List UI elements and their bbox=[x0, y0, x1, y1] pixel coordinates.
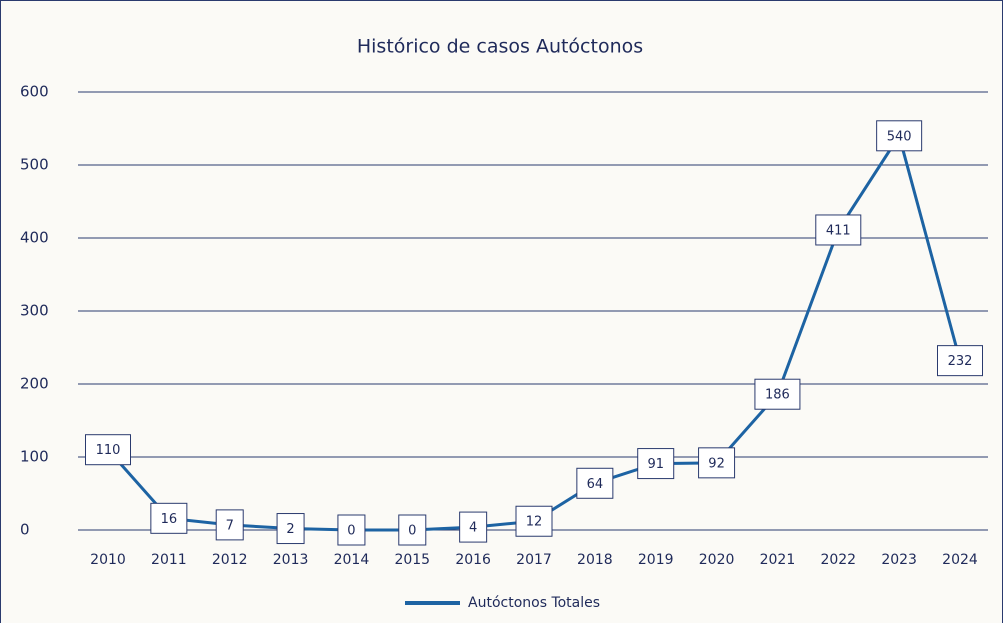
y-tick-label: 600 bbox=[20, 83, 49, 101]
x-tick-label: 2019 bbox=[638, 552, 674, 568]
x-tick-label: 2023 bbox=[881, 552, 917, 568]
data-label-box bbox=[698, 447, 736, 479]
data-label: 0 bbox=[408, 524, 416, 539]
data-label-box bbox=[85, 434, 131, 466]
data-label: 7 bbox=[226, 518, 234, 533]
data-label-box bbox=[515, 505, 553, 537]
chart-title: Histórico de casos Autóctonos bbox=[357, 36, 643, 58]
data-label-box bbox=[276, 513, 305, 545]
data-label: 91 bbox=[647, 457, 664, 472]
data-label-box bbox=[398, 514, 427, 546]
data-label-box bbox=[937, 345, 983, 377]
data-label-box bbox=[215, 509, 244, 541]
data-label: 110 bbox=[96, 443, 121, 458]
x-tick-label: 2015 bbox=[394, 552, 430, 568]
data-label: 186 bbox=[765, 388, 790, 403]
x-tick-label: 2011 bbox=[151, 552, 187, 568]
data-label-box bbox=[337, 514, 366, 546]
data-label-box bbox=[459, 511, 488, 543]
data-label: 64 bbox=[587, 477, 604, 492]
data-label: 12 bbox=[526, 515, 543, 530]
data-label-box bbox=[754, 378, 801, 410]
data-label: 411 bbox=[826, 223, 851, 238]
data-label: 0 bbox=[347, 524, 355, 539]
x-tick-label: 2014 bbox=[334, 552, 370, 568]
x-tick-label: 2013 bbox=[273, 552, 309, 568]
y-tick-label: 400 bbox=[20, 229, 49, 247]
x-tick-label: 2017 bbox=[516, 552, 552, 568]
x-tick-label: 2021 bbox=[760, 552, 796, 568]
x-tick-label: 2024 bbox=[942, 552, 978, 568]
data-label-box bbox=[150, 502, 188, 534]
y-tick-label: 300 bbox=[20, 302, 49, 320]
data-label-box bbox=[576, 467, 614, 499]
x-tick-label: 2018 bbox=[577, 552, 613, 568]
legend-label: Autóctonos Totales bbox=[468, 595, 600, 611]
data-label: 2 bbox=[286, 522, 294, 537]
data-label-box bbox=[876, 120, 923, 152]
y-tick-label: 500 bbox=[20, 156, 49, 174]
y-tick-label: 100 bbox=[20, 448, 49, 466]
x-tick-label: 2020 bbox=[699, 552, 735, 568]
data-label: 4 bbox=[469, 521, 477, 536]
x-tick-label: 2016 bbox=[455, 552, 491, 568]
data-label: 540 bbox=[887, 129, 912, 144]
data-label: 232 bbox=[948, 354, 973, 369]
data-label-box bbox=[637, 448, 675, 480]
data-label-box bbox=[815, 214, 862, 246]
y-tick-label: 0 bbox=[20, 521, 30, 539]
x-tick-label: 2022 bbox=[820, 552, 856, 568]
data-label: 16 bbox=[161, 512, 178, 527]
x-tick-label: 2012 bbox=[212, 552, 248, 568]
x-tick-label: 2010 bbox=[90, 552, 126, 568]
data-label: 92 bbox=[708, 456, 725, 471]
y-tick-label: 200 bbox=[20, 375, 49, 393]
